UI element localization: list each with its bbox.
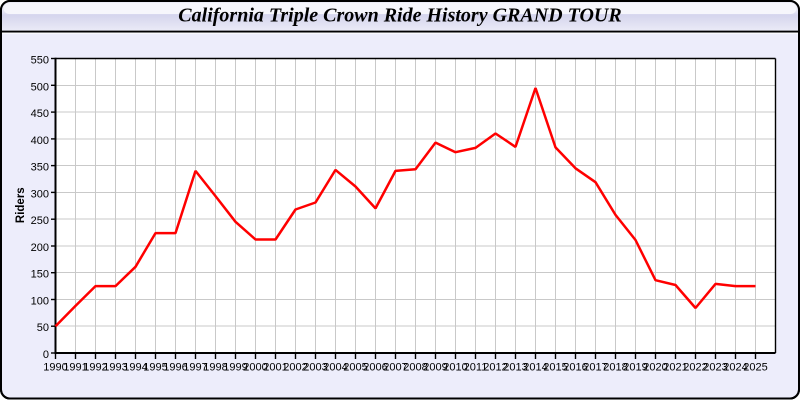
svg-text:2023: 2023: [703, 362, 727, 374]
svg-text:400: 400: [31, 135, 49, 147]
svg-text:1993: 1993: [103, 362, 127, 374]
svg-text:2025: 2025: [743, 362, 767, 374]
svg-text:150: 150: [31, 269, 49, 281]
svg-text:2016: 2016: [563, 362, 587, 374]
svg-text:2012: 2012: [483, 362, 507, 374]
svg-text:50: 50: [37, 322, 49, 334]
svg-text:2011: 2011: [464, 362, 488, 374]
svg-text:2007: 2007: [383, 362, 407, 374]
svg-text:2020: 2020: [643, 362, 667, 374]
svg-text:2018: 2018: [603, 362, 627, 374]
svg-text:1991: 1991: [63, 362, 87, 374]
svg-text:2019: 2019: [623, 362, 647, 374]
svg-text:2021: 2021: [663, 362, 687, 374]
svg-text:Riders: Riders: [15, 187, 27, 223]
svg-text:100: 100: [31, 296, 49, 308]
svg-text:2005: 2005: [343, 362, 367, 374]
svg-text:2006: 2006: [363, 362, 387, 374]
svg-text:California Triple Crown Ride H: California Triple Crown Ride History GRA…: [178, 5, 621, 27]
svg-text:2000: 2000: [243, 362, 267, 374]
svg-text:250: 250: [31, 215, 49, 227]
svg-text:2008: 2008: [403, 362, 427, 374]
svg-text:550: 550: [31, 55, 49, 67]
svg-text:2009: 2009: [423, 362, 447, 374]
svg-text:2002: 2002: [283, 362, 307, 374]
svg-text:1994: 1994: [123, 362, 147, 374]
svg-text:1998: 1998: [203, 362, 227, 374]
svg-text:0: 0: [43, 349, 49, 361]
svg-text:2004: 2004: [323, 362, 347, 374]
svg-text:2017: 2017: [583, 362, 607, 374]
svg-text:350: 350: [31, 162, 49, 174]
svg-text:2003: 2003: [303, 362, 327, 374]
svg-text:2014: 2014: [523, 362, 547, 374]
svg-text:1997: 1997: [183, 362, 207, 374]
svg-text:1992: 1992: [83, 362, 107, 374]
svg-text:2015: 2015: [543, 362, 567, 374]
svg-text:1996: 1996: [163, 362, 187, 374]
svg-text:2024: 2024: [723, 362, 747, 374]
svg-text:500: 500: [31, 81, 49, 93]
svg-text:1990: 1990: [43, 362, 67, 374]
svg-text:2022: 2022: [683, 362, 707, 374]
svg-text:1995: 1995: [143, 362, 167, 374]
svg-text:2010: 2010: [443, 362, 467, 374]
svg-text:200: 200: [31, 242, 49, 254]
svg-text:1999: 1999: [223, 362, 247, 374]
svg-text:2001: 2001: [263, 362, 287, 374]
svg-text:300: 300: [31, 188, 49, 200]
svg-text:2013: 2013: [503, 362, 527, 374]
svg-text:450: 450: [31, 108, 49, 120]
